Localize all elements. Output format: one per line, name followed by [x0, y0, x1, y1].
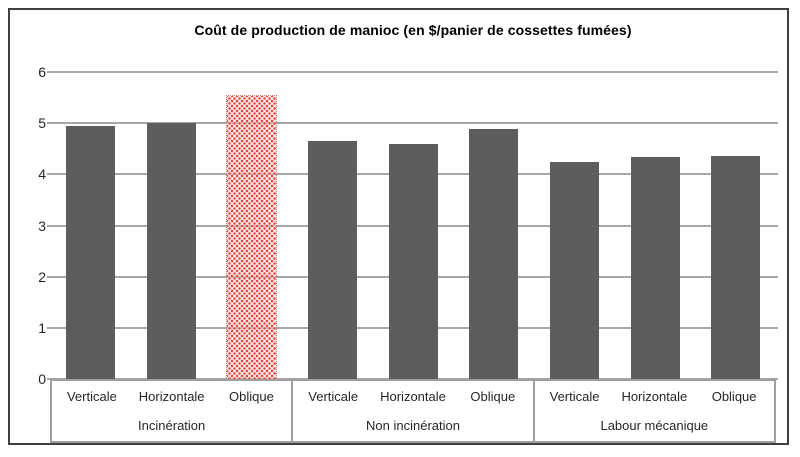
category-label-horizontale: Horizontale [621, 389, 688, 404]
category-row: Verticale Horizontale Oblique [293, 381, 532, 412]
y-tick-label-0: 0 [38, 371, 46, 387]
y-tick-label-2: 2 [38, 268, 46, 285]
y-tick-label-6: 6 [38, 64, 46, 80]
bar-incinération-oblique[interactable] [226, 95, 278, 380]
category-label-verticale: Verticale [308, 389, 359, 404]
y-tick-label-5: 5 [38, 115, 46, 132]
category-row: Verticale Horizontale Oblique [535, 381, 774, 412]
y-tick-label-3: 3 [38, 217, 46, 234]
category-row: Verticale Horizontale Oblique [52, 381, 291, 412]
chart-frame: Coût de production de manioc (en $/panie… [8, 8, 789, 445]
y-tick-label-4: 4 [38, 166, 46, 183]
category-label-horizontale: Horizontale [380, 389, 446, 404]
chart-title: Coût de production de manioc (en $/panie… [194, 22, 632, 38]
x-axis-label-box: Verticale Horizontale Oblique Incinération V… [50, 379, 776, 443]
category-label-verticale: Verticale [66, 389, 117, 404]
group-name-label: Incinération [138, 418, 206, 433]
bar-incinération-horizontale[interactable] [146, 123, 196, 379]
bar-labour-mécanique-verticale[interactable] [549, 161, 599, 379]
bar-incinération-verticale[interactable] [65, 125, 115, 379]
y-tick-label-1: 1 [38, 319, 46, 336]
group-cell-incinération: Verticale Horizontale Oblique Incinération [52, 381, 291, 441]
bar-labour-mécanique-horizontale[interactable] [630, 156, 680, 379]
bar-labour-mécanique-oblique[interactable] [711, 155, 761, 379]
category-label-horizontale: Horizontale [138, 389, 205, 404]
bar-non-incinération-oblique[interactable] [469, 129, 519, 379]
bar-non-incinération-verticale[interactable] [307, 141, 357, 379]
category-label-verticale: Verticale [549, 389, 600, 404]
group-cell-labour-mécanique: Verticale Horizontale Oblique Labour mécani… [532, 381, 774, 441]
y-axis: 0 1 2 3 4 5 6 [20, 64, 48, 387]
bar-non-incinération-horizontale[interactable] [388, 143, 438, 379]
gridline-y-5 [47, 122, 778, 125]
category-label-oblique: Oblique [470, 389, 516, 404]
plot-area [47, 71, 778, 380]
category-label-oblique: Oblique [229, 389, 274, 404]
group-name-label: Labour mécanique [600, 418, 709, 433]
category-label-oblique: Oblique [711, 389, 757, 404]
gridline-y-6 [47, 71, 778, 73]
group-cell-non-incinération: Verticale Horizontale Oblique Non incinérat… [291, 381, 532, 441]
group-name-label: Non incinération [366, 418, 460, 433]
